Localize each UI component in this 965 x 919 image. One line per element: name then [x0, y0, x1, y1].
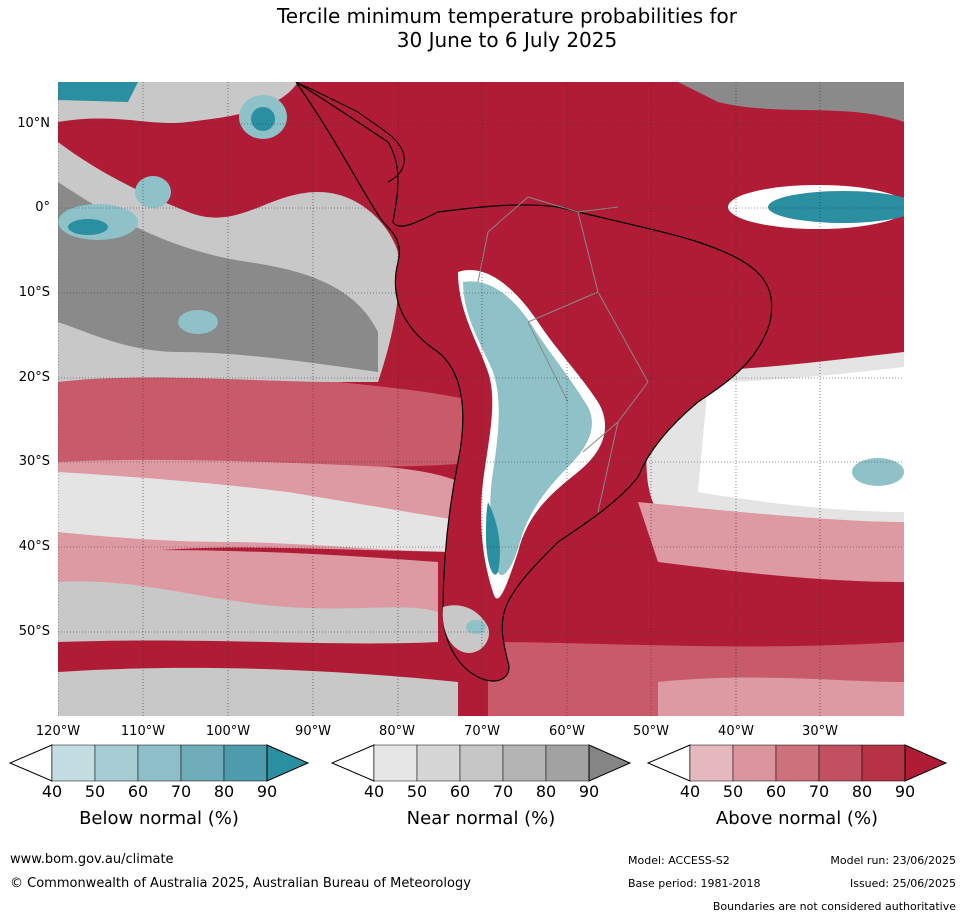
lon-label-90w: 90°W — [295, 724, 331, 739]
below-normal-region — [58, 82, 138, 102]
below-normal-region — [68, 219, 108, 235]
central-america-coastline — [295, 82, 405, 183]
near-tick-80: 80 — [535, 782, 557, 801]
colorbar-below-normal — [8, 744, 310, 782]
near-tick-50: 50 — [406, 782, 428, 801]
map-canvas — [58, 82, 904, 716]
below-normal-region — [463, 281, 592, 576]
country-borders — [477, 196, 649, 513]
near-normal-region — [58, 472, 468, 552]
below-tick-40: 40 — [41, 782, 63, 801]
above-tick-40: 40 — [679, 782, 701, 801]
near-normal-region — [58, 581, 438, 644]
above-normal-region — [638, 502, 904, 582]
below-normal-region — [852, 458, 904, 486]
below-tick-70: 70 — [170, 782, 192, 801]
graticule — [58, 82, 904, 716]
model-text: Model: ACCESS-S2 — [628, 854, 730, 867]
lat-label-30s: 30°S — [18, 454, 50, 469]
below-normal-region — [486, 502, 500, 575]
below-normal-region — [251, 107, 275, 131]
near-normal-region — [442, 605, 489, 653]
lon-label-100w: 100°W — [205, 724, 251, 739]
near-normal-region — [58, 667, 458, 716]
near-normal-region — [58, 182, 378, 372]
below-normal-title: Below normal (%) — [79, 808, 239, 829]
above-normal-title: Above normal (%) — [715, 808, 879, 829]
above-normal-region — [58, 377, 478, 477]
lon-label-30w: 30°W — [802, 724, 838, 739]
lat-label-0: 0° — [35, 200, 50, 215]
lon-label-40w: 40°W — [718, 724, 754, 739]
above-tick-60: 60 — [765, 782, 787, 801]
near-tick-40: 40 — [363, 782, 385, 801]
lon-label-120w: 120°W — [35, 724, 81, 739]
lat-label-40s: 40°S — [18, 539, 50, 554]
lat-label-20s: 20°S — [18, 370, 50, 385]
model-run-text: Model run: 23/06/2025 — [830, 854, 956, 867]
lat-label-10n: 10°N — [17, 116, 50, 131]
near-normal-region — [678, 82, 904, 122]
below-tick-50: 50 — [84, 782, 106, 801]
below-tick-90: 90 — [256, 782, 278, 801]
title-line-2: 30 June to 6 July 2025 — [396, 28, 618, 52]
above-normal-region — [658, 677, 904, 716]
below-normal-region — [178, 310, 218, 334]
base-period-text: Base period: 1981-2018 — [628, 877, 761, 890]
copyright-text: © Commonwealth of Australia 2025, Austra… — [10, 876, 471, 891]
lon-label-70w: 70°W — [464, 724, 500, 739]
above-tick-90: 90 — [894, 782, 916, 801]
above-tick-50: 50 — [722, 782, 744, 801]
lon-label-110w: 110°W — [120, 724, 166, 739]
lat-label-10s: 10°S — [18, 285, 50, 300]
above-tick-80: 80 — [851, 782, 873, 801]
near-tick-70: 70 — [492, 782, 514, 801]
colorbar-near-normal — [330, 744, 632, 782]
lon-label-60w: 60°W — [549, 724, 585, 739]
below-normal-region — [768, 191, 904, 223]
website-link[interactable]: www.bom.gov.au/climate — [10, 852, 174, 867]
below-tick-60: 60 — [127, 782, 149, 801]
near-tick-90: 90 — [578, 782, 600, 801]
below-normal-region — [135, 176, 171, 208]
probability-map — [58, 82, 904, 716]
map-title: Tercile minimum temperature probabilitie… — [0, 4, 965, 52]
title-line-1: Tercile minimum temperature probabilitie… — [276, 4, 738, 28]
lat-label-50s: 50°S — [18, 624, 50, 639]
above-tick-70: 70 — [808, 782, 830, 801]
boundaries-disclaimer: Boundaries are not considered authoritat… — [712, 900, 956, 913]
near-normal-title: Near normal (%) — [406, 808, 556, 829]
near-tick-60: 60 — [449, 782, 471, 801]
lon-label-80w: 80°W — [379, 724, 415, 739]
colorbar-above-normal — [646, 744, 948, 782]
neutral-region — [698, 367, 904, 512]
lon-label-50w: 50°W — [633, 724, 669, 739]
below-normal-region — [466, 620, 486, 634]
below-tick-80: 80 — [213, 782, 235, 801]
issued-text: Issued: 25/06/2025 — [849, 877, 956, 890]
